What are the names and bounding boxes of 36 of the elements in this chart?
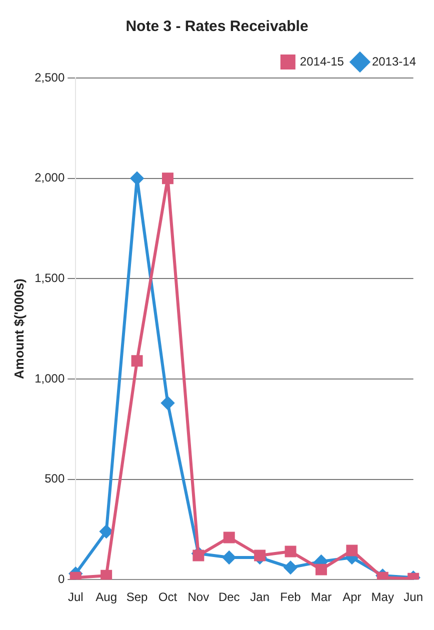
point (346, 544, 358, 556)
chart-title: Note 3 - Rates Receivable (126, 18, 308, 36)
x-tick-label: Jan (250, 590, 270, 604)
y-axis-title: Amount $('000s) (11, 278, 26, 380)
x-tick-label: Feb (280, 590, 302, 604)
x-tick-label: Jul (68, 590, 84, 604)
point (162, 172, 174, 184)
x-tick-label: May (371, 590, 394, 604)
x-tick-label: Dec (218, 590, 240, 604)
x-tick-label: Jun (404, 590, 424, 604)
y-tick-label: 500 (44, 472, 65, 486)
y-tick-label: 2,000 (34, 170, 65, 185)
legend-label: 2014-15 (300, 54, 344, 68)
y-tick-label: 0 (58, 572, 65, 586)
y-tick-label: 1,000 (34, 371, 65, 386)
legend-label: 2013-14 (372, 54, 416, 68)
point (130, 172, 144, 185)
point (315, 564, 327, 576)
x-tick-label: Apr (342, 590, 362, 604)
x-tick-label: Sep (126, 590, 148, 604)
x-tick-label: Aug (96, 590, 118, 604)
x-tick-label: Nov (188, 590, 210, 604)
point (192, 550, 204, 562)
point (131, 355, 143, 367)
x-tick-label: Oct (158, 590, 178, 604)
y-tick-label: 2,500 (34, 70, 65, 84)
point (222, 551, 236, 564)
point (254, 550, 266, 562)
point (100, 524, 113, 538)
point (284, 546, 296, 558)
point (223, 532, 235, 544)
point (161, 396, 174, 410)
point (284, 561, 298, 574)
x-tick-label: Mar (310, 590, 332, 604)
point (100, 570, 112, 580)
y-tick-label: 1,500 (34, 270, 65, 285)
